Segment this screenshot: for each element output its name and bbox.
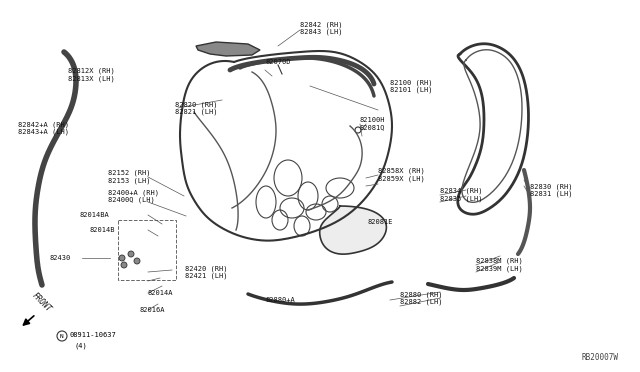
Text: 82016A: 82016A: [140, 307, 166, 313]
Text: 82880 (RH)
82882 (LH): 82880 (RH) 82882 (LH): [400, 291, 442, 305]
Circle shape: [128, 251, 134, 257]
Text: 82830 (RH)
82831 (LH): 82830 (RH) 82831 (LH): [530, 183, 573, 197]
Text: 82100 (RH)
82101 (LH): 82100 (RH) 82101 (LH): [390, 79, 433, 93]
Bar: [118, 220, 176, 280]
Text: 82430: 82430: [50, 255, 71, 261]
Text: 82014BA: 82014BA: [80, 212, 109, 218]
Text: 82014B: 82014B: [90, 227, 115, 233]
Text: 82834 (RH)
82835 (LH): 82834 (RH) 82835 (LH): [440, 188, 483, 202]
Text: 82100H
82081Q: 82100H 82081Q: [360, 118, 385, 131]
Polygon shape: [320, 206, 386, 254]
Text: 82070D: 82070D: [265, 59, 291, 65]
Text: 82014A: 82014A: [148, 290, 173, 296]
Text: 82842+A (RH)
82843+A (LH): 82842+A (RH) 82843+A (LH): [18, 121, 69, 135]
Polygon shape: [196, 42, 260, 56]
Text: 82152 (RH)
82153 (LH): 82152 (RH) 82153 (LH): [108, 170, 150, 184]
Text: 82812X (RH)
82813X (LH): 82812X (RH) 82813X (LH): [68, 68, 115, 82]
Text: 82820 (RH)
82821 (LH): 82820 (RH) 82821 (LH): [175, 101, 218, 115]
Text: FRONT: FRONT: [31, 291, 53, 313]
Text: (4): (4): [74, 343, 87, 349]
Circle shape: [121, 262, 127, 268]
Text: 82858X (RH)
82859X (LH): 82858X (RH) 82859X (LH): [378, 168, 425, 182]
Text: 82400+A (RH)
82400Q (LH): 82400+A (RH) 82400Q (LH): [108, 189, 159, 203]
Text: N: N: [60, 334, 64, 339]
Text: RB20007W: RB20007W: [581, 353, 618, 362]
Circle shape: [134, 258, 140, 264]
Text: 82838M (RH)
82839M (LH): 82838M (RH) 82839M (LH): [476, 258, 523, 272]
Circle shape: [119, 255, 125, 261]
Text: 82842 (RH)
82843 (LH): 82842 (RH) 82843 (LH): [300, 21, 342, 35]
Text: 82880+A: 82880+A: [265, 297, 295, 303]
Text: 08911-10637: 08911-10637: [70, 332, 116, 338]
Text: 82420 (RH)
82421 (LH): 82420 (RH) 82421 (LH): [185, 265, 227, 279]
Text: 82081E: 82081E: [367, 219, 392, 225]
